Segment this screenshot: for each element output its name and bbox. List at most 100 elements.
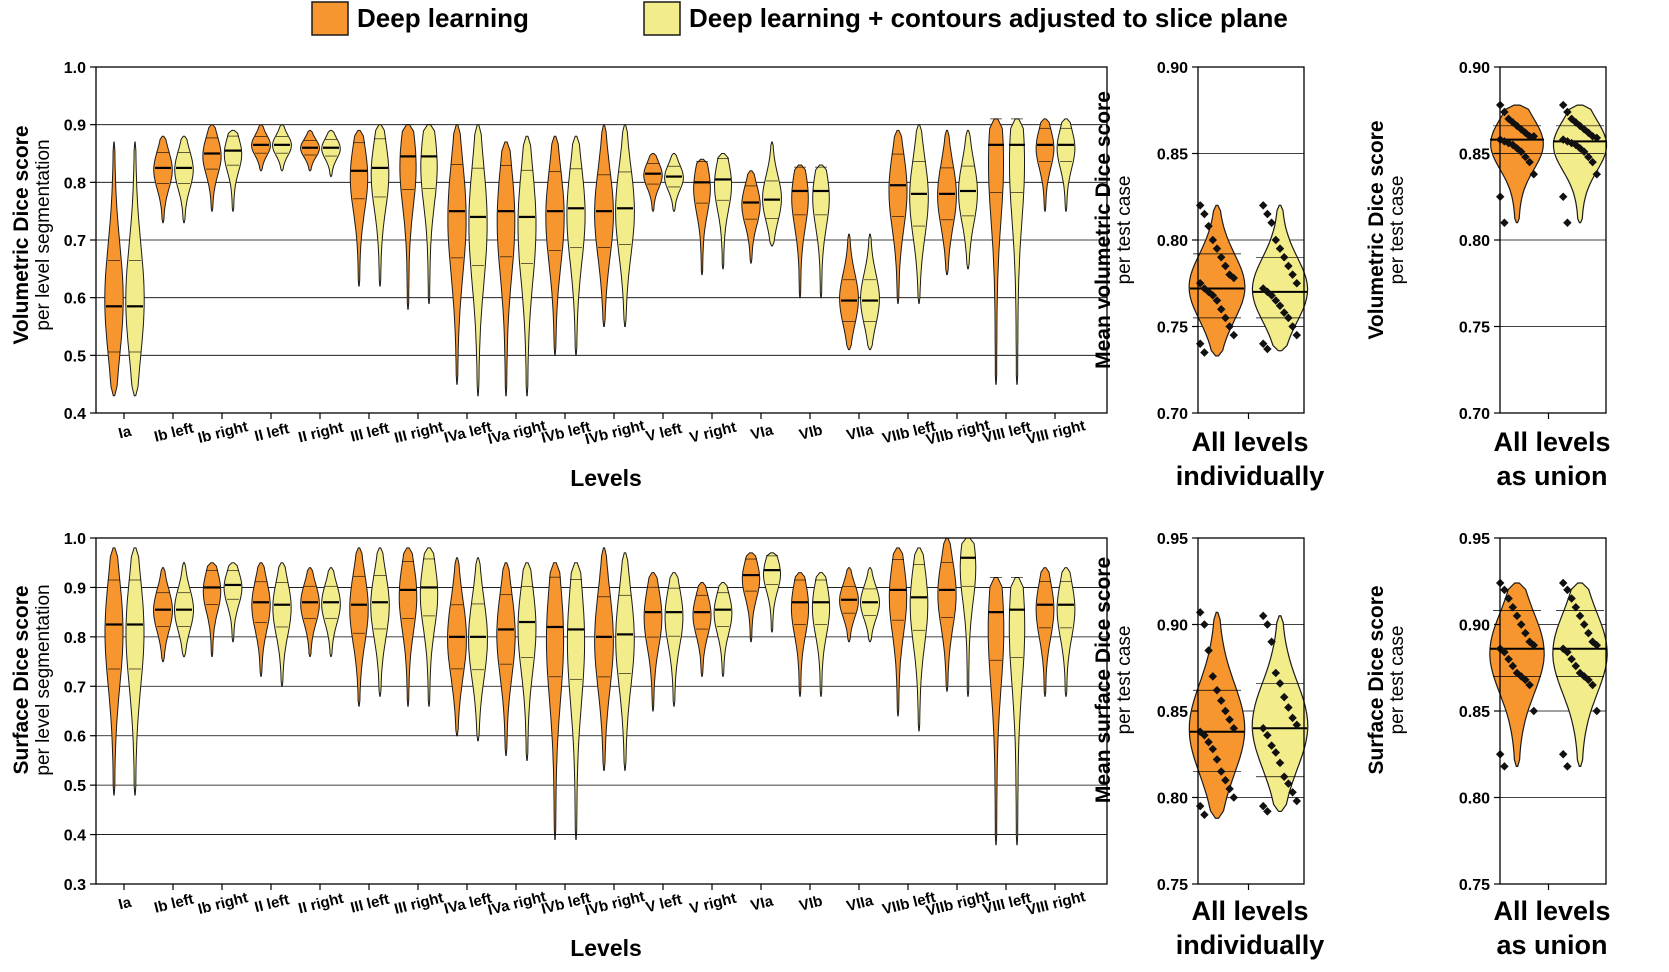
category-label: II right [297, 419, 346, 447]
violin-adj [419, 547, 439, 707]
data-point [1221, 706, 1230, 716]
data-point [1521, 628, 1530, 638]
y-tick-label: 0.90 [1157, 618, 1188, 635]
violin-dl [987, 576, 1005, 846]
violin-adj [812, 164, 830, 299]
violin-dl [1035, 567, 1055, 697]
violin-adj [566, 135, 586, 356]
data-point [1558, 192, 1568, 201]
data-point [1284, 313, 1293, 323]
category-label: VIII right [1025, 888, 1087, 919]
violin-dl [398, 547, 418, 707]
violin-dl [1188, 611, 1246, 819]
violin-dl [839, 233, 859, 351]
violin-adj [859, 567, 881, 643]
violin-dl [104, 547, 124, 796]
category-label: IVb right [583, 888, 646, 919]
y-axis-subtitle: per test case [1387, 176, 1408, 285]
plot-frame [95, 537, 1108, 885]
y-tick-label: 0.95 [1157, 531, 1188, 548]
data-point [1500, 647, 1509, 657]
panel-surface-levels: 0.3 0.4 0.5 0.6 0.7 0.8 0.9 1.0 Ia Ib left Ib rig… [10, 531, 1108, 961]
violin-dl [349, 547, 369, 707]
violin-dl [251, 124, 271, 172]
data-point [1288, 713, 1297, 723]
violin-adj [713, 581, 733, 677]
violin-dl [545, 135, 565, 356]
violin-dl [790, 572, 810, 697]
violin-dl [839, 567, 859, 643]
category-label: IVa right [486, 888, 548, 919]
data-point [1284, 703, 1293, 712]
violins [1490, 100, 1608, 419]
violin-dl [447, 124, 467, 385]
violin-dl [152, 567, 174, 663]
data-point [1212, 296, 1222, 305]
data-point [1263, 730, 1272, 740]
violin-adj [566, 562, 586, 841]
y-tick-label: 0.80 [1157, 233, 1188, 250]
violins [104, 118, 1076, 397]
data-point [1275, 679, 1285, 688]
y-tick-label: 0.80 [1157, 791, 1188, 808]
data-point [1292, 330, 1302, 340]
violins [1188, 201, 1309, 419]
y-ticks: 0.70 0.75 0.80 0.85 0.90 [1459, 60, 1500, 423]
violin-adj [811, 572, 831, 697]
violin-adj [125, 141, 145, 397]
y-tick-label: 0.6 [64, 291, 86, 308]
data-point [1563, 218, 1572, 227]
data-point [1200, 348, 1209, 357]
data-point [1225, 715, 1234, 724]
category-label: VIa [749, 893, 776, 915]
data-point [1271, 748, 1281, 757]
violin-adj [714, 153, 732, 270]
violin-adj [223, 562, 243, 643]
violin-adj [272, 562, 292, 687]
y-axis-title: Surface Dice score [10, 585, 33, 774]
violin-adj [420, 124, 438, 304]
legend-swatch-adj [643, 1, 681, 36]
violin-adj [909, 547, 929, 732]
y-axis-title: Surface Dice score [1365, 585, 1388, 774]
data-point [1216, 696, 1226, 705]
violin-adj [1251, 204, 1309, 352]
legend: Deep learning Deep learning + contours a… [311, 1, 1288, 36]
data-point [1212, 755, 1222, 764]
category-label: VIb [798, 893, 825, 915]
data-point [1529, 641, 1539, 650]
data-point [1567, 654, 1576, 664]
category-label: III right [393, 418, 446, 447]
data-point [1292, 720, 1302, 730]
violin-dl [888, 129, 908, 304]
y-tick-label: 0.8 [64, 630, 86, 647]
category-label: Ia [117, 894, 134, 914]
category-label: II right [297, 890, 346, 918]
violin-dl [496, 562, 516, 757]
data-point [1279, 308, 1289, 317]
violin-dl [496, 141, 516, 397]
violin-dl [937, 129, 957, 276]
y-tick-label: 0.6 [64, 729, 86, 746]
data-point [1504, 594, 1513, 603]
category-label: VIIa [845, 892, 876, 915]
data-point [1279, 692, 1289, 702]
y-axis-subtitle: per test case [1114, 626, 1135, 735]
legend-label-adj: Deep learning + contours adjusted to sli… [689, 3, 1288, 33]
x-axis-title-line1: All levels [1191, 427, 1308, 457]
data-point [1592, 641, 1602, 650]
violin-adj [763, 552, 781, 633]
y-tick-label: 0.90 [1459, 60, 1490, 77]
violin-dl [104, 141, 124, 397]
data-point [1500, 585, 1509, 595]
violin-adj [860, 233, 880, 351]
category-label: VIII right [1025, 417, 1087, 448]
data-point [1571, 602, 1581, 612]
data-point [1558, 578, 1568, 588]
violin-dl [1035, 118, 1055, 212]
y-ticks: 0.75 0.80 0.85 0.90 0.95 [1459, 531, 1500, 894]
data-point [1279, 772, 1289, 781]
y-tick-label: 0.7 [64, 679, 86, 696]
data-point [1588, 680, 1597, 690]
